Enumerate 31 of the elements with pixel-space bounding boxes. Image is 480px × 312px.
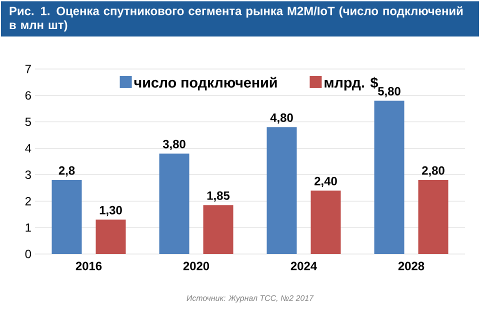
x-tick-label: 2020 (183, 262, 210, 270)
bar (203, 205, 234, 254)
x-tick-label: 2016 (76, 262, 102, 270)
x-tick-label: 2024 (290, 262, 317, 270)
legend-label: млрд. $ (324, 76, 378, 91)
bar (374, 100, 404, 254)
data-label: 1,30 (100, 206, 122, 216)
data-label: 2,80 (422, 166, 444, 176)
y-tick-label: 3 (25, 170, 31, 179)
data-label: 5,80 (378, 87, 400, 98)
y-tick-label: 1 (26, 223, 31, 232)
bar (266, 127, 297, 254)
data-label: 2,40 (314, 176, 337, 188)
bar (96, 220, 126, 254)
y-tick-label: 0 (25, 250, 32, 258)
data-label: 4,80 (270, 113, 293, 124)
y-tick-label: 2 (25, 196, 31, 206)
x-tick-label: 2028 (398, 262, 424, 270)
bar (310, 190, 341, 254)
data-label: 1,85 (207, 191, 230, 202)
bar (159, 154, 190, 254)
y-tick-label: 5 (25, 118, 31, 126)
bar (418, 180, 448, 254)
y-tick-label: 7 (25, 64, 31, 74)
bar (52, 180, 82, 254)
legend-label: число подключений (134, 76, 277, 90)
y-tick-label: 6 (25, 91, 31, 100)
chart-title: Рис. 1. Оценка спутникового сегмента рынка M2M/IoT (число подключений в млн шт) (10, 6, 463, 32)
y-tick-label: 4 (25, 144, 32, 152)
data-label: 2,8 (58, 166, 75, 176)
data-label: 3,80 (162, 140, 186, 150)
